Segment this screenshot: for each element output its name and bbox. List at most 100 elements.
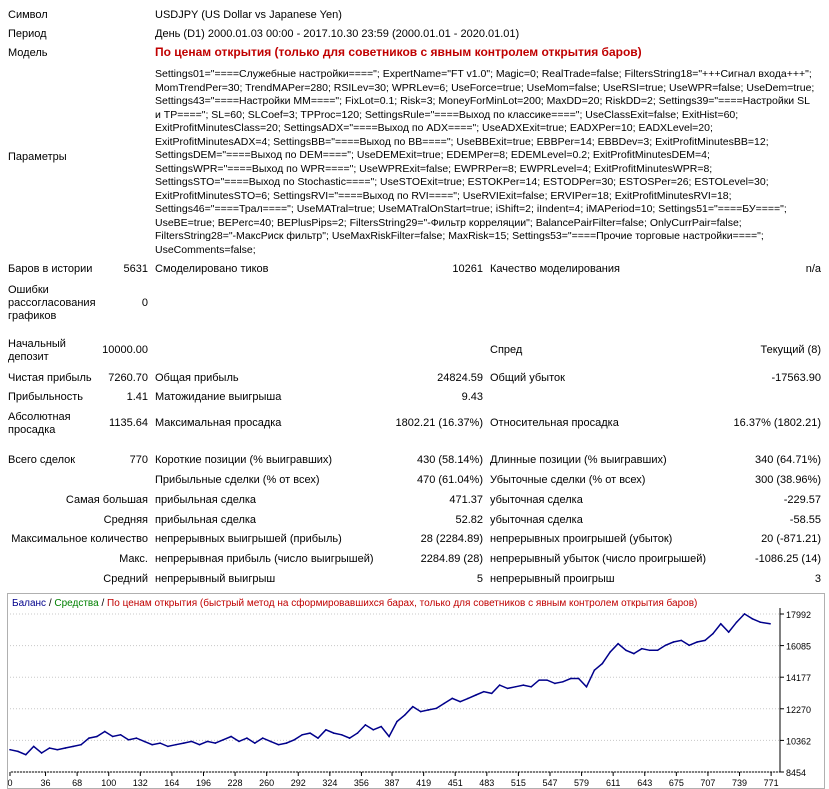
short-label: Короткие позиции (% выигравших)	[155, 454, 333, 466]
balance-point	[64, 747, 67, 749]
short-value: 430 (58.14%)	[416, 454, 483, 466]
balance-point	[467, 697, 469, 700]
x-tick-label: 260	[259, 778, 274, 788]
balance-point	[514, 685, 517, 688]
balance-point	[190, 740, 193, 743]
loss-trades-value: 300 (38.96%)	[754, 474, 821, 486]
legend-balance: Баланс	[12, 598, 47, 609]
params-label: Параметры	[8, 151, 67, 163]
balance-point	[743, 613, 746, 615]
params-value: Settings01="====Служебные настройки===="…	[155, 68, 815, 256]
balance-point	[309, 732, 311, 734]
x-tick-label: 387	[385, 778, 400, 788]
largest-label: Самая большая	[65, 494, 148, 506]
ticks-label: Смоделировано тиков	[155, 263, 269, 275]
balance-point	[593, 669, 596, 671]
balance-point	[380, 725, 382, 728]
balance-point	[372, 729, 375, 731]
bars-value: 5631	[123, 263, 148, 275]
balance-point	[182, 742, 185, 744]
balance-point	[625, 649, 627, 652]
balance-point	[490, 692, 493, 695]
x-tick-label: 483	[479, 778, 494, 788]
balance-point	[159, 742, 161, 744]
period-label: Период	[8, 28, 47, 40]
balance-point	[80, 743, 82, 746]
netprofit-label: Чистая прибыль	[8, 372, 92, 384]
avg-loss-label: непрерывный проигрыш	[490, 573, 615, 585]
balance-point	[285, 742, 288, 744]
x-tick-label: 611	[606, 778, 620, 788]
balance-point	[680, 639, 683, 642]
balance-point	[356, 732, 359, 734]
largest-loss-value: -229.57	[783, 494, 821, 506]
avg-win-value: 5	[476, 573, 483, 585]
balance-point	[727, 631, 730, 633]
balance-point	[696, 641, 698, 643]
balance-point	[127, 738, 130, 741]
balance-point	[617, 642, 619, 645]
max-profit-label: непрерывная прибыль (число выигрышей)	[155, 553, 374, 565]
balance-point	[656, 649, 659, 652]
balance-point	[459, 700, 461, 703]
x-tick-label: 0	[8, 778, 13, 788]
x-tick-label: 675	[669, 778, 684, 788]
average-profit-value: 52.82	[455, 514, 483, 526]
model-value: По ценам открытия (только для советников…	[155, 45, 642, 59]
balance-point	[96, 735, 98, 738]
balance-point	[443, 702, 446, 705]
x-tick-label: 451	[448, 778, 463, 788]
balance-point	[277, 743, 280, 746]
balance-point	[506, 687, 509, 690]
max-label: Макс.	[119, 553, 148, 565]
grossloss-value: -17563.90	[771, 372, 821, 384]
balance-point	[554, 682, 556, 685]
maxdd-value: 1802.21 (16.37%)	[395, 417, 483, 429]
spread-value: Текущий (8)	[760, 344, 822, 356]
balance-point	[427, 709, 430, 711]
average-profit-label: прибыльная сделка	[155, 514, 257, 526]
balance-point	[435, 707, 438, 710]
balance-point	[301, 733, 304, 736]
profit-trades-value: 470 (61.04%)	[416, 474, 483, 486]
x-tick-label: 132	[133, 778, 148, 788]
x-tick-label: 100	[101, 778, 116, 788]
balance-point	[719, 623, 722, 625]
deposit-label: Начальный депозит	[8, 338, 66, 363]
balance-point	[475, 694, 477, 696]
symbol-label: Символ	[8, 9, 48, 21]
balance-point	[332, 732, 335, 734]
max-profit-value: 2284.89 (28)	[420, 553, 483, 565]
largest-profit-value: 471.37	[449, 494, 483, 506]
balance-point	[396, 720, 398, 723]
balance-point	[222, 738, 225, 741]
balance-point	[246, 737, 248, 739]
avg-loss-value: 3	[814, 573, 821, 585]
quality-label: Качество моделирования	[490, 263, 620, 275]
balance-point	[175, 743, 177, 746]
balance-point	[261, 737, 264, 739]
average-loss-value: -58.55	[789, 514, 821, 526]
balance-point	[664, 644, 667, 647]
balance-chart: Баланс / Средства / По ценам открытия (б…	[7, 593, 825, 789]
long-label: Длинные позиции (% выигравших)	[490, 454, 667, 466]
balance-point	[704, 639, 706, 642]
balance-point	[119, 733, 122, 736]
chart-svg: 17992 16085 14177 12270 10362 8454 0 36 68 100 132…	[8, 608, 811, 788]
y-tick-label: 16085	[786, 642, 811, 652]
balance-point	[48, 747, 51, 749]
x-tick-label: 739	[732, 778, 747, 788]
balance-point	[640, 647, 643, 650]
x-tick-label: 419	[416, 778, 431, 788]
balance-point	[40, 752, 43, 754]
balance-point	[498, 684, 501, 686]
balance-point	[759, 621, 762, 623]
balance-point	[72, 745, 74, 748]
balance-point	[562, 680, 564, 683]
netprofit-value: 7260.70	[108, 372, 148, 384]
balance-point	[151, 743, 153, 746]
expected-label: Матожидание выигрыша	[155, 391, 282, 403]
balance-point	[546, 679, 548, 681]
balance-point	[230, 735, 232, 738]
max-loss-label: непрерывный убыток (число проигрышей)	[490, 553, 707, 565]
